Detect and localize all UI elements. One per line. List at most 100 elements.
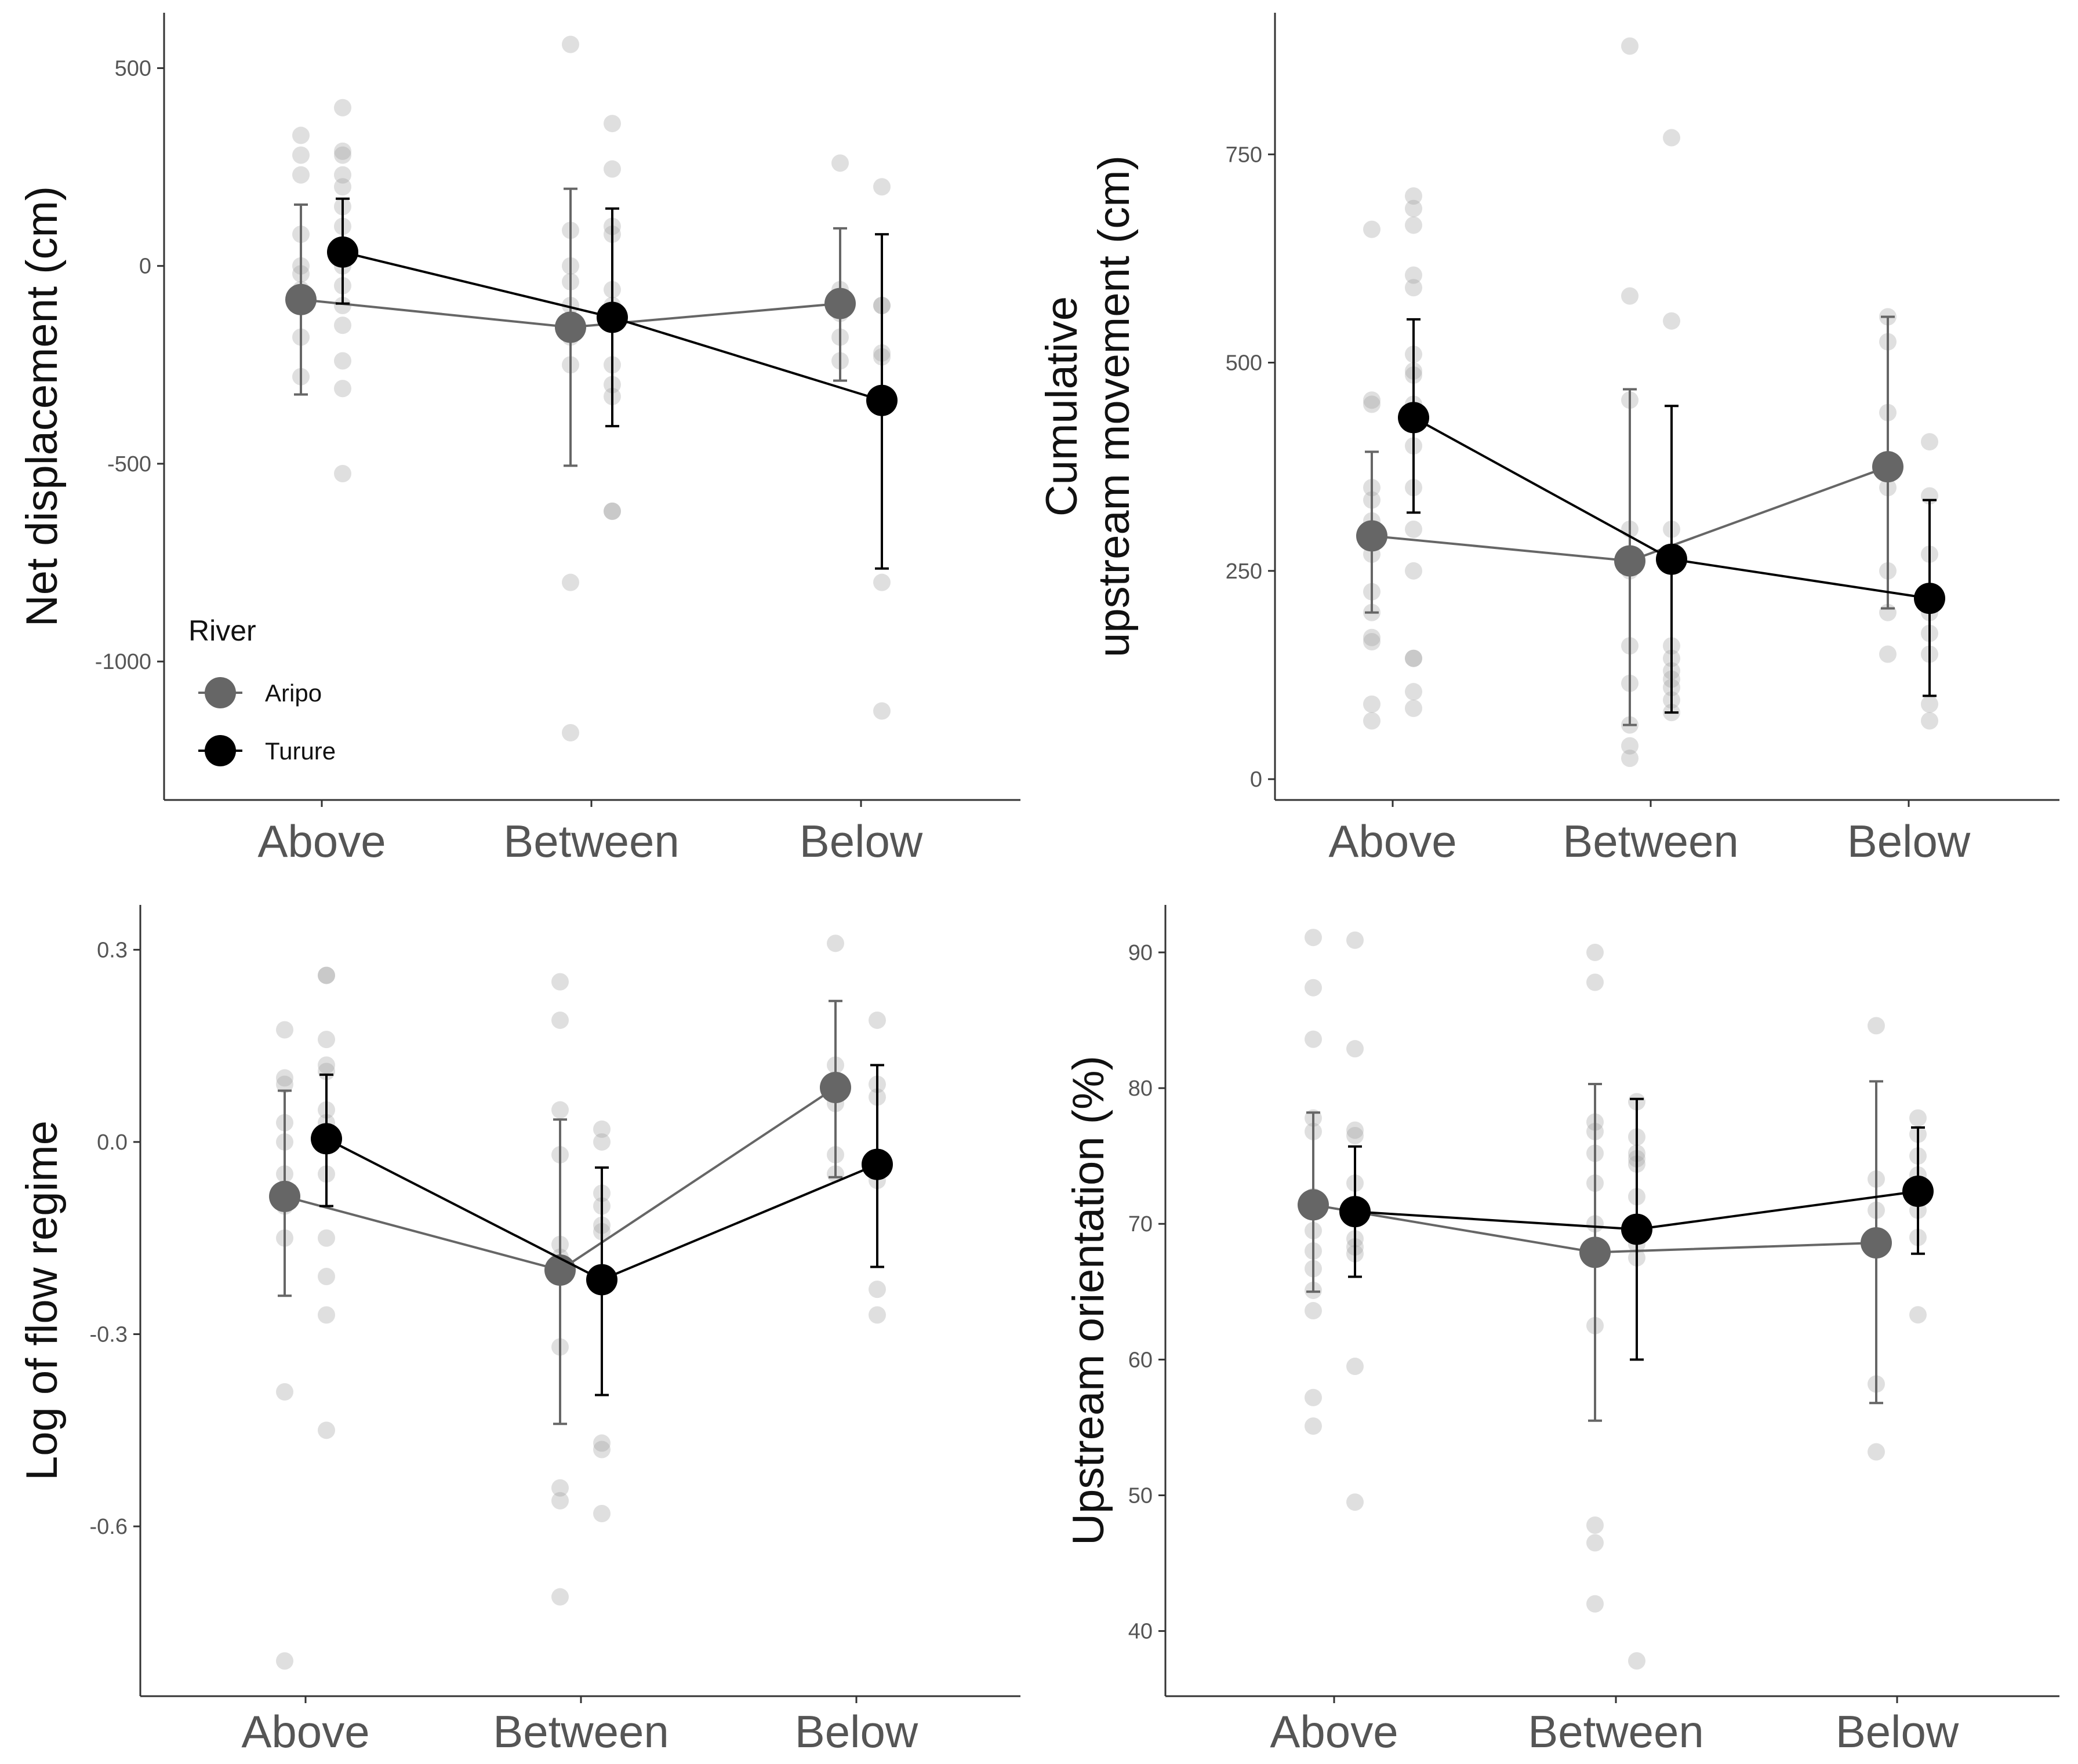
- x-tick-label: Between: [1528, 1706, 1704, 1757]
- x-tick-label: Below: [800, 816, 923, 867]
- mean-point-turure: [1902, 1176, 1934, 1207]
- raw-data-point: [1363, 695, 1381, 713]
- raw-data-point: [276, 1652, 293, 1670]
- raw-data-point: [1621, 37, 1639, 55]
- panel-net-displacement: -1000 -500 0 500 Above Between Below Net displa…: [17, 13, 1020, 867]
- y-tick-label: 40: [1128, 1620, 1153, 1644]
- raw-data-point: [593, 1434, 611, 1452]
- mean-point-turure: [586, 1264, 617, 1296]
- raw-data-point: [1868, 1017, 1885, 1035]
- mean-point-aripo: [269, 1180, 300, 1212]
- y-tick-label: 80: [1128, 1076, 1153, 1101]
- raw-data-point: [604, 160, 621, 178]
- raw-data-point: [827, 934, 844, 952]
- mean-point-aripo: [820, 1072, 851, 1103]
- x-tick-label: Above: [241, 1706, 369, 1757]
- raw-data-point: [1363, 220, 1381, 238]
- raw-data-point: [1663, 312, 1680, 330]
- mean-point-turure: [597, 301, 628, 333]
- raw-data-point: [593, 1133, 611, 1151]
- raw-data-point: [873, 178, 891, 196]
- raw-data-point: [1363, 628, 1381, 646]
- raw-data-point: [831, 154, 849, 172]
- raw-data-point: [1621, 750, 1639, 768]
- y-axis-title: Log of flow regime: [17, 1121, 67, 1481]
- mean-point-aripo: [555, 311, 586, 343]
- y-axis-title-line: Net displacement (cm): [17, 186, 67, 627]
- mean-point-turure: [1398, 402, 1429, 434]
- raw-data-point: [1405, 199, 1422, 217]
- raw-data-point: [1909, 1306, 1927, 1324]
- raw-data-point: [292, 146, 310, 164]
- legend: River Aripo Turure: [188, 614, 336, 766]
- y-tick-label: 0.3: [97, 938, 128, 962]
- raw-data-point: [1305, 1417, 1322, 1435]
- raw-data-point: [1621, 737, 1639, 755]
- legend-key-point: [205, 735, 236, 766]
- raw-data-point: [1879, 645, 1897, 663]
- raw-data-point: [1405, 187, 1422, 205]
- mean-point-aripo: [285, 283, 317, 315]
- x-tick-label: Below: [795, 1706, 918, 1757]
- raw-data-point: [1621, 287, 1639, 305]
- mean-point-aripo: [1614, 545, 1645, 577]
- legend-label: Turure: [265, 737, 336, 765]
- y-tick-label: 70: [1128, 1212, 1153, 1236]
- raw-data-point: [551, 1479, 569, 1497]
- raw-data-point: [551, 1101, 569, 1119]
- mean-point-turure: [862, 1148, 893, 1180]
- raw-data-point: [1586, 1595, 1604, 1613]
- x-tick-label: Between: [503, 816, 680, 867]
- raw-data-point: [318, 1306, 335, 1324]
- raw-data-point: [1363, 391, 1381, 409]
- raw-data-point: [1586, 1534, 1604, 1552]
- raw-data-point: [1868, 1443, 1885, 1461]
- raw-data-point: [593, 1505, 611, 1522]
- y-tick-label: 0: [1250, 768, 1262, 792]
- raw-data-point: [1363, 712, 1381, 730]
- raw-data-point: [334, 465, 351, 483]
- raw-data-point: [873, 573, 891, 591]
- raw-data-point: [1405, 266, 1422, 284]
- y-tick-label: -500: [107, 452, 151, 477]
- y-tick-label: -0.3: [90, 1323, 128, 1347]
- y-tick-label: 500: [115, 57, 151, 81]
- y-tick-label: 60: [1128, 1348, 1153, 1372]
- raw-data-point: [276, 1069, 293, 1087]
- mean-point-turure: [1656, 543, 1687, 575]
- mean-point-turure: [1621, 1213, 1652, 1245]
- y-axis-title: Cumulativeupstream movement (cm): [1039, 155, 1139, 657]
- raw-data-point: [1628, 1652, 1645, 1670]
- raw-data-point: [551, 973, 569, 991]
- y-tick-label: 250: [1226, 559, 1262, 584]
- x-tick-label: Below: [1836, 1706, 1959, 1757]
- y-axis-title-line: Cumulative: [1039, 296, 1087, 517]
- raw-data-point: [1405, 562, 1422, 580]
- raw-data-point: [334, 142, 351, 160]
- raw-data-point: [334, 146, 351, 164]
- raw-data-point: [1909, 1109, 1927, 1127]
- raw-data-point: [318, 966, 335, 984]
- raw-data-point: [873, 702, 891, 720]
- mean-point-turure: [1914, 583, 1945, 614]
- raw-data-point: [551, 1492, 569, 1510]
- raw-data-point: [334, 317, 351, 334]
- panel-cumulative-upstream-movement: 0 250 500 750 Above Between Below Cumulativeups…: [1039, 13, 2059, 867]
- y-tick-label: -0.6: [90, 1515, 128, 1539]
- raw-data-point: [318, 1031, 335, 1049]
- mean-point-aripo: [824, 288, 856, 319]
- raw-data-point: [551, 1588, 569, 1606]
- raw-data-point: [1586, 973, 1604, 991]
- raw-data-point: [1405, 699, 1422, 717]
- raw-data-point: [1405, 520, 1422, 538]
- raw-data-point: [276, 1021, 293, 1039]
- raw-data-point: [1346, 931, 1364, 949]
- raw-data-point: [1346, 1493, 1364, 1511]
- legend-label: Aripo: [265, 679, 322, 707]
- y-axis-title-line: Upstream orientation (%): [1064, 1056, 1113, 1545]
- raw-data-point: [1305, 1388, 1322, 1406]
- raw-data-point: [551, 1011, 569, 1029]
- raw-data-point: [334, 166, 351, 184]
- mean-point-turure: [866, 384, 898, 416]
